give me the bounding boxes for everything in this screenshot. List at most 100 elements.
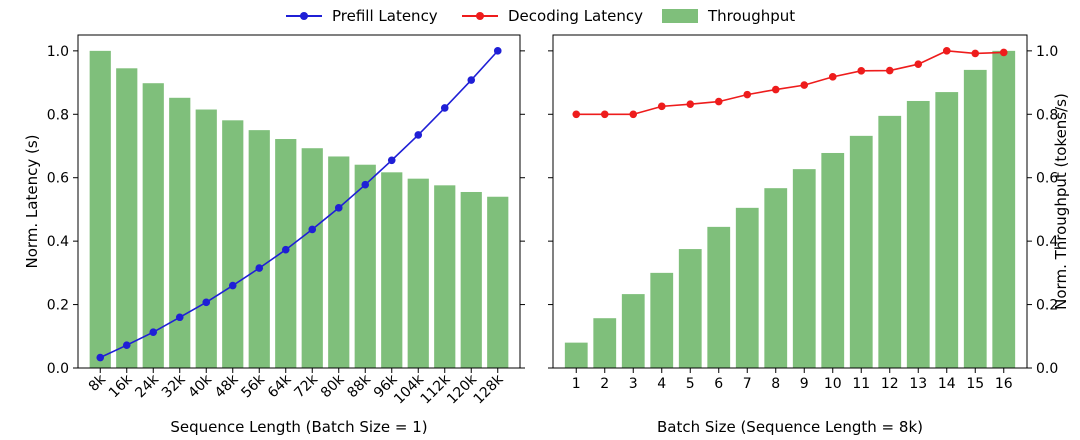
x-tick-label: 14: [938, 376, 956, 392]
throughput-bar: [650, 272, 674, 368]
x-tick-label: 72k: [291, 371, 321, 401]
throughput-bar: [407, 178, 429, 368]
y-tick-label: 0.0: [47, 361, 69, 377]
y-tick-label: 1.0: [1036, 44, 1058, 60]
y-tick-label: 0.6: [1036, 171, 1058, 187]
throughput-bar: [195, 109, 217, 368]
x-tick-label: 32k: [159, 371, 189, 401]
decoding-latency-point: [572, 110, 581, 119]
y-tick-label: 0.6: [47, 171, 69, 187]
decoding-latency-point: [686, 100, 695, 108]
decoding-latency-point: [885, 66, 894, 75]
prefill-latency-line: [99, 50, 499, 359]
throughput-bar: [487, 196, 509, 368]
throughput-bar: [707, 226, 731, 368]
decoding-latency-point: [800, 81, 809, 89]
prefill-latency-point: [467, 76, 476, 84]
y-axis-title: Norm. Throughput (tokens/s): [1052, 93, 1070, 310]
throughput-bar: [735, 207, 759, 368]
x-tick-label: 128k: [471, 371, 508, 408]
y-tick-label: 0.4: [1036, 234, 1058, 250]
prefill-latency-point: [361, 180, 370, 189]
prefill-latency-point: [414, 131, 423, 139]
decoding-latency-point: [828, 73, 837, 81]
throughput-bar: [354, 164, 376, 368]
decoding-latency-point: [743, 90, 752, 99]
decoding-latency-point: [999, 48, 1008, 57]
prefill-latency-point: [493, 47, 502, 55]
x-tick-label: 9: [800, 376, 809, 392]
legend-decoding-marker: [476, 12, 484, 20]
prefill-latency-point: [387, 156, 396, 165]
x-tick-label: 8: [771, 376, 780, 392]
legend-throughput-label: Throughput: [707, 7, 795, 25]
prefill-latency-point: [175, 313, 184, 322]
x-tick-label: 11: [852, 376, 870, 392]
y-tick-label: 0.4: [47, 234, 69, 250]
throughput-bar: [849, 135, 873, 368]
x-axis-title: Sequence Length (Batch Size = 1): [170, 418, 427, 436]
throughput-bar: [678, 249, 702, 368]
x-tick-label: 7: [743, 376, 752, 392]
prefill-latency-point: [281, 245, 290, 254]
y-tick-label: 1.0: [47, 44, 69, 60]
throughput-bar: [142, 83, 164, 369]
legend-decoding-label: Decoding Latency: [508, 7, 643, 25]
throughput-bar: [764, 188, 788, 368]
decoding-latency-point: [771, 85, 780, 94]
x-tick-label: 12: [881, 376, 899, 392]
decoding-latency-point: [629, 110, 638, 119]
throughput-bar: [275, 139, 297, 368]
y-tick-label: 0.2: [1036, 298, 1058, 314]
prefill-latency-point: [228, 281, 237, 290]
throughput-bar: [222, 120, 244, 368]
prefill-latency-point: [202, 298, 211, 307]
legend-prefill-label: Prefill Latency: [332, 7, 438, 25]
legend: Prefill Latency Decoding Latency Through…: [286, 7, 795, 25]
x-tick-label: 88k: [344, 371, 374, 401]
throughput-bar: [821, 152, 845, 368]
throughput-bar: [460, 191, 482, 368]
decoding-latency-point: [942, 47, 951, 55]
legend-throughput-swatch: [662, 9, 698, 23]
legend-prefill-marker: [300, 12, 308, 20]
decoding-latency-point: [600, 110, 609, 119]
x-axis-title: Batch Size (Sequence Length = 8k): [657, 418, 923, 436]
prefill-latency-point: [96, 353, 105, 362]
throughput-bar: [328, 156, 350, 368]
left-panel: 0.00.20.40.60.81.08k16k24k32k40k48k56k64…: [23, 34, 525, 436]
x-tick-label: 24k: [132, 371, 162, 401]
x-tick-label: 3: [629, 376, 638, 392]
right-panel: 0.00.20.40.60.81.01 2 3 4 5 6 7 8 9 10 11 12 13 14 15 1…: [548, 34, 1070, 436]
plot-frame: [77, 34, 521, 369]
throughput-bar: [906, 100, 930, 368]
decoding-latency-point: [971, 49, 980, 58]
y-tick-label: 0.0: [1036, 361, 1058, 377]
throughput-bar: [434, 185, 456, 368]
x-tick-label: 40k: [185, 371, 215, 401]
x-tick-label: 6: [714, 376, 723, 392]
throughput-bar: [792, 169, 816, 368]
decoding-latency-point: [914, 60, 923, 68]
throughput-bar: [248, 130, 270, 368]
y-tick-label: 0.8: [47, 107, 69, 123]
throughput-bar: [963, 69, 987, 368]
prefill-latency-point: [440, 104, 449, 112]
y-tick-label: 0.8: [1036, 107, 1058, 123]
x-tick-label: 64k: [265, 371, 295, 401]
decoding-latency-point: [857, 67, 866, 75]
x-tick-label: 1: [572, 376, 581, 392]
throughput-bar: [992, 50, 1016, 369]
x-tick-label: 13: [909, 376, 927, 392]
throughput-bar: [878, 115, 902, 369]
throughput-bar: [621, 294, 645, 368]
x-tick-label: 16: [995, 376, 1013, 392]
decoding-latency-line: [576, 50, 1004, 116]
x-tick-label: 2: [600, 376, 609, 392]
x-tick-label: 56k: [238, 371, 268, 401]
throughput-bar: [301, 148, 323, 368]
throughput-bar: [564, 342, 588, 368]
x-tick-label: 16k: [106, 371, 136, 401]
prefill-latency-point: [122, 341, 131, 349]
